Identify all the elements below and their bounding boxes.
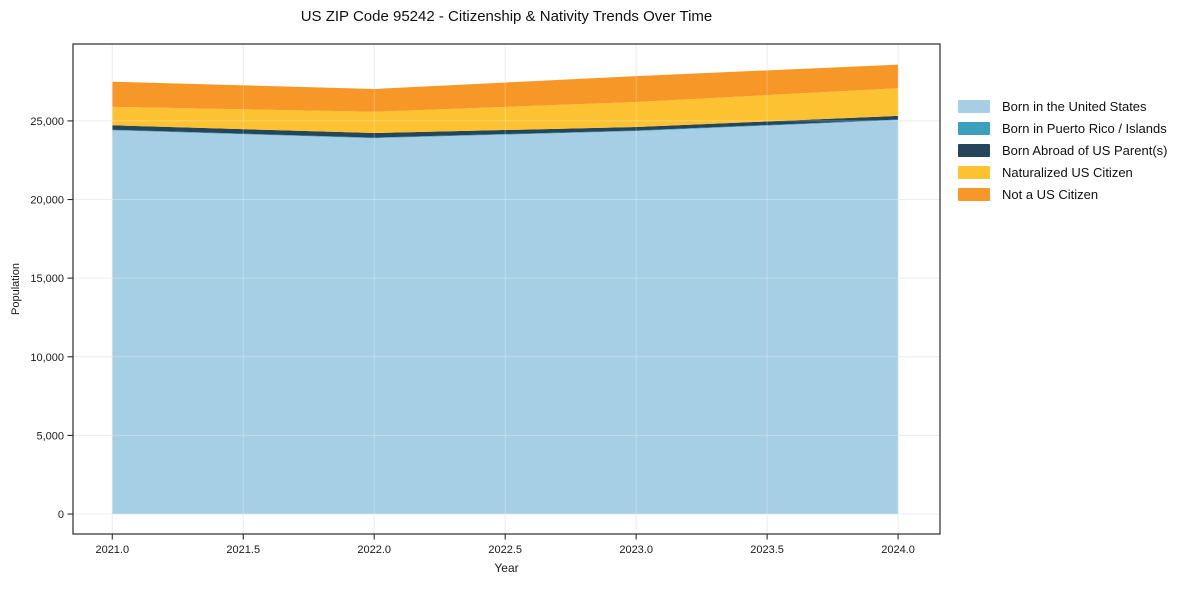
legend-item-not-a-us-citizen: Not a US Citizen	[958, 188, 1167, 201]
legend-item-born-in-puerto-rico-islands: Born in Puerto Rico / Islands	[958, 122, 1167, 135]
legend-swatch-icon	[958, 166, 990, 179]
area-born-abroad-of-us-parent-s	[112, 115, 899, 138]
legend-item-born-in-the-united-states: Born in the United States	[958, 100, 1167, 113]
area-naturalized-us-citizen	[112, 88, 899, 134]
x-tick-label: 2022.0	[357, 544, 391, 556]
y-tick-label: 5,000	[36, 430, 64, 442]
y-tick-label: 20,000	[30, 195, 64, 207]
legend-label: Born Abroad of US Parent(s)	[1002, 143, 1168, 158]
legend-item-born-abroad-of-us-parent-s: Born Abroad of US Parent(s)	[958, 144, 1167, 157]
legend-swatch-icon	[958, 188, 990, 201]
y-tick-label: 10,000	[30, 352, 64, 364]
x-tick-label: 2024.0	[881, 544, 915, 556]
area-born-in-the-united-states	[112, 120, 899, 515]
y-tick-label: 25,000	[30, 116, 64, 128]
legend-swatch-icon	[958, 100, 990, 113]
area-born-in-puerto-rico-islands	[112, 119, 899, 139]
chart-title: US ZIP Code 95242 - Citizenship & Nativi…	[300, 8, 713, 25]
legend-label: Born in Puerto Rico / Islands	[1002, 121, 1167, 136]
legend-swatch-icon	[958, 144, 990, 157]
area-not-a-us-citizen	[112, 64, 899, 112]
x-tick-label: 2023.5	[750, 544, 784, 556]
legend-label: Born in the United States	[1002, 99, 1147, 114]
x-tick-label: 2021.5	[226, 544, 260, 556]
legend-label: Not a US Citizen	[1002, 187, 1099, 202]
y-tick-label: 0	[58, 509, 64, 521]
x-tick-label: 2023.0	[619, 544, 653, 556]
x-tick-label: 2022.5	[488, 544, 522, 556]
x-axis-title: Year	[494, 561, 519, 575]
y-axis-title: Population	[10, 263, 22, 315]
legend-swatch-icon	[958, 122, 990, 135]
legend: Born in the United States Born in Puerto …	[958, 100, 1167, 201]
legend-item-naturalized-us-citizen: Naturalized US Citizen	[958, 166, 1167, 179]
legend-label: Naturalized US Citizen	[1002, 165, 1133, 180]
plot-border	[72, 43, 941, 535]
y-tick-label: 15,000	[30, 273, 64, 285]
x-tick-label: 2021.0	[95, 544, 129, 556]
